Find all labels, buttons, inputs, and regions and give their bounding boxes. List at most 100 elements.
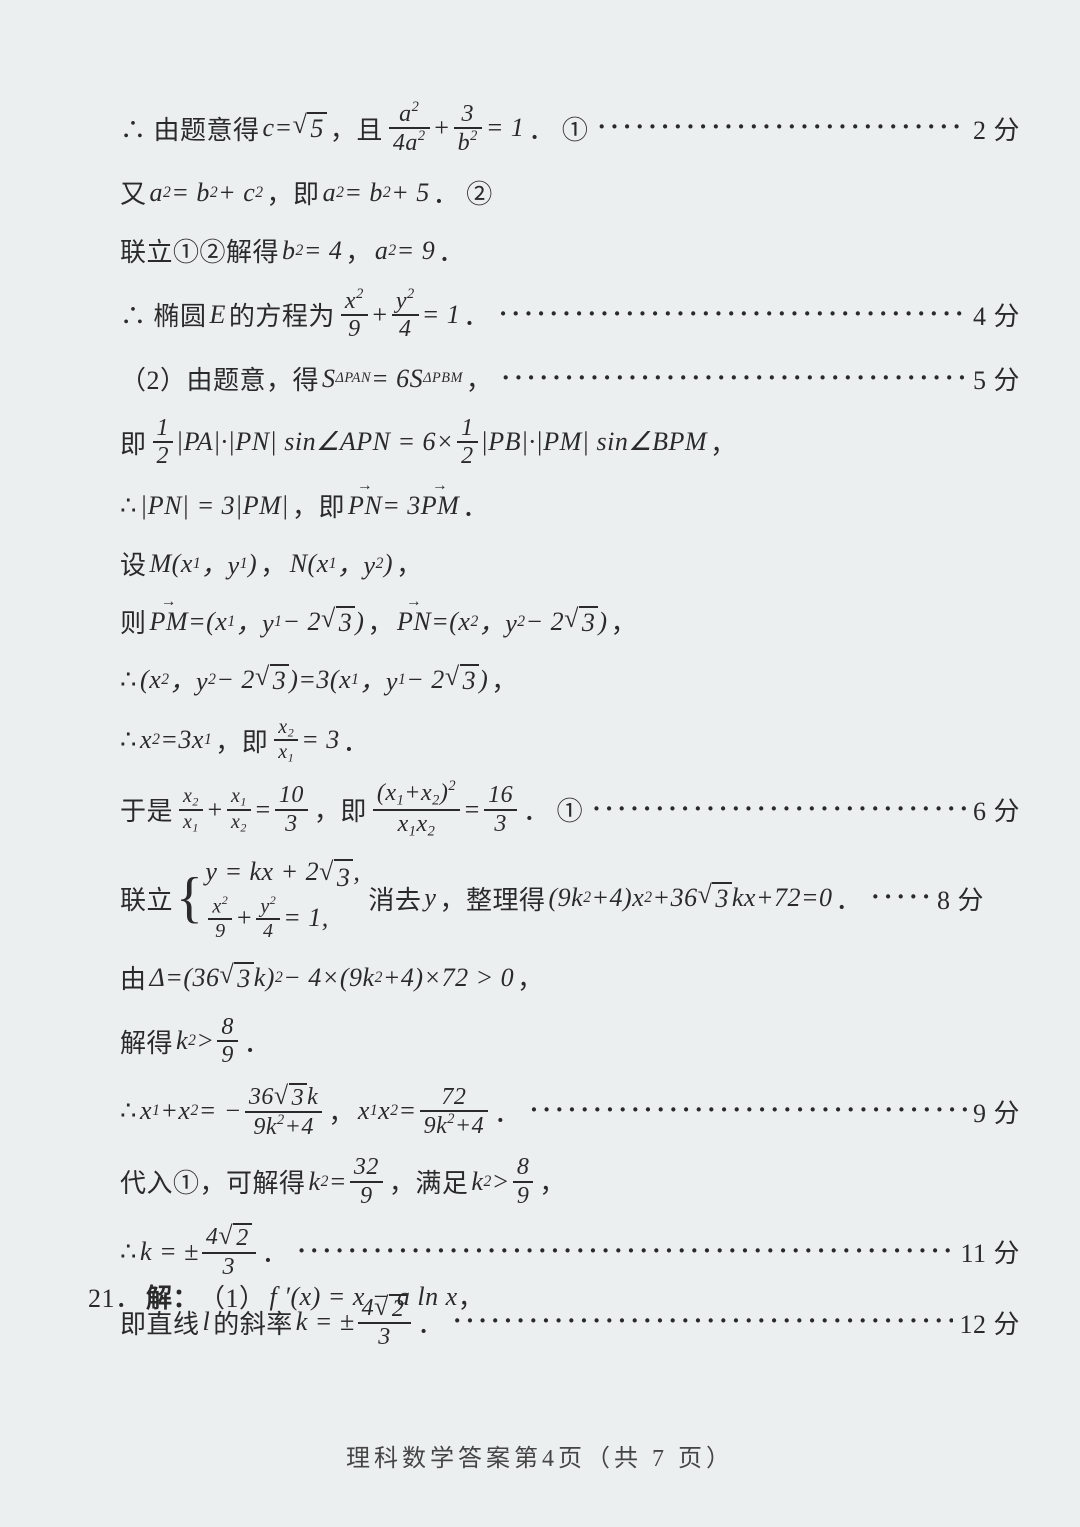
math: x2x1= 3 bbox=[271, 716, 339, 766]
text: ， bbox=[260, 545, 287, 582]
line-16: ∴ x1+x2 = −36√3k9k2+4 ， x1x2 = 729k2+4 ．… bbox=[120, 1083, 1020, 1141]
text: ∴ bbox=[120, 725, 137, 755]
math: PN = 3PM bbox=[348, 491, 459, 521]
dot-leader bbox=[530, 1101, 967, 1121]
text: ． ② bbox=[433, 174, 493, 211]
math: E bbox=[210, 300, 226, 330]
text: 代入①，可解得 bbox=[120, 1163, 306, 1200]
text: ， bbox=[539, 1163, 566, 1200]
line-10: ∴ (x2，y2− 2√3 )=3(x1，y1− 2√3 ) ， bbox=[120, 658, 1020, 702]
dot-leader bbox=[499, 305, 967, 325]
math: M(x1，y1) bbox=[150, 545, 258, 582]
math: a2 = 9 bbox=[375, 236, 435, 266]
text: 联立 bbox=[120, 880, 173, 917]
score: 9 分 bbox=[973, 1093, 1020, 1130]
math: x2=3x1 bbox=[140, 725, 212, 755]
page-body: ∴ 由题意得 c=√5 ，且 a24a2+ 3b2= 1 ． ① 2 分 又 a… bbox=[120, 100, 1020, 1365]
math: (9k2+4)x2+36√3kx+72=0 bbox=[548, 882, 832, 914]
text: ，即 bbox=[215, 722, 268, 759]
text: ． bbox=[438, 232, 465, 269]
text: ， bbox=[466, 360, 493, 397]
text: ， bbox=[328, 1093, 355, 1130]
line-12: 于是 x2x1+ x1x2= 103 ，即 (x1+x2)2x1x2= 163 … bbox=[120, 779, 1020, 840]
text: ， bbox=[517, 959, 544, 996]
line-2: 又 a2 = b2 + c2 ，即 a2 = b2 + 5 ． ② bbox=[120, 171, 1020, 215]
q21-number: 21． bbox=[88, 1278, 142, 1315]
line-11: ∴ x2=3x1 ，即 x2x1= 3 ． bbox=[120, 716, 1020, 766]
line-8: 设 M(x1，y1) ， N(x1，y2) ， bbox=[120, 542, 1020, 586]
math: Δ=(36√3k)2 − 4×(9k2+4)×72 > 0 bbox=[150, 962, 515, 994]
dot-leader bbox=[453, 1312, 954, 1332]
dot-leader bbox=[501, 369, 967, 389]
text: ，即 bbox=[314, 791, 367, 828]
math: PN =(x2，y2− 2√3 ) bbox=[397, 603, 608, 640]
score: 12 分 bbox=[959, 1304, 1020, 1341]
line-7: ∴ |PN| = 3|PM| ，即 PN = 3PM ． bbox=[120, 484, 1020, 528]
dot-leader bbox=[297, 1242, 954, 1262]
score: 2 分 bbox=[973, 110, 1020, 147]
text: 设 bbox=[120, 545, 147, 582]
math-system: y = kx + 2√3, x29+y24= 1, bbox=[205, 855, 360, 942]
line-3: 联立①②解得 b2 = 4 ， a2 = 9 ． bbox=[120, 229, 1020, 273]
text: ． bbox=[836, 880, 863, 917]
question-21: 21． 解： （1） f ′(x) = x − a ln x ， bbox=[0, 1278, 484, 1315]
math: k2 = 329 bbox=[309, 1154, 386, 1209]
score: 8 分 bbox=[937, 880, 984, 917]
math: (x2，y2− 2√3 )=3(x1，y1− 2√3 ) bbox=[140, 661, 488, 698]
math: c=√5 bbox=[263, 112, 327, 144]
math-frac: a24a2+ 3b2= 1 bbox=[386, 100, 526, 157]
math: |PN| = 3|PM| bbox=[140, 491, 289, 521]
math: 12|PA|·|PN| sin∠APN = 6× 12|PB|·|PM| sin… bbox=[150, 415, 708, 470]
score: 6 分 bbox=[973, 791, 1020, 828]
line-1: ∴ 由题意得 c=√5 ，且 a24a2+ 3b2= 1 ． ① 2 分 bbox=[120, 100, 1020, 157]
text: ． bbox=[462, 487, 489, 524]
line-14: 由 Δ=(36√3k)2 − 4×(9k2+4)×72 > 0 ， bbox=[120, 956, 1020, 1000]
text: ， bbox=[396, 545, 423, 582]
text: ． bbox=[463, 296, 490, 333]
text: ， bbox=[458, 1278, 485, 1315]
line-15: 解得 k2 > 89 ． bbox=[120, 1014, 1020, 1069]
text: ，满足 bbox=[389, 1163, 469, 1200]
text: ，即 bbox=[267, 174, 320, 211]
text: ， bbox=[491, 661, 518, 698]
score: 11 分 bbox=[960, 1233, 1020, 1270]
text: 由 bbox=[120, 959, 147, 996]
math: a2 = b2 + 5 bbox=[323, 178, 430, 208]
dot-leader bbox=[592, 800, 967, 820]
text: ，整理得 bbox=[439, 880, 545, 917]
math: x2x1+ x1x2= 103 bbox=[176, 782, 311, 837]
dot-leader bbox=[871, 888, 931, 908]
math: k2 > 89 bbox=[471, 1154, 536, 1209]
text: ∴ bbox=[120, 491, 137, 521]
text: ， bbox=[611, 603, 638, 640]
math: SΔPAN = 6SΔPBM bbox=[322, 364, 463, 394]
math: N(x1，y2) bbox=[290, 545, 393, 582]
score: 4 分 bbox=[973, 296, 1020, 333]
line-5: （2）由题意，得 SΔPAN = 6SΔPBM ， 5 分 bbox=[120, 357, 1020, 401]
q21-part: （1） bbox=[199, 1278, 266, 1315]
math: PM =(x1，y1− 2√3 ) bbox=[150, 603, 365, 640]
text: 解得 bbox=[120, 1023, 173, 1060]
text: ． bbox=[262, 1233, 289, 1270]
line-6: 即 12|PA|·|PN| sin∠APN = 6× 12|PB|·|PM| s… bbox=[120, 415, 1020, 470]
text: ． ① bbox=[523, 791, 583, 828]
math: k = ± 4√23 bbox=[140, 1223, 259, 1280]
text: ． bbox=[494, 1093, 521, 1130]
text: ∴ 椭圆 bbox=[120, 296, 207, 333]
math-frac: x29+ y24= 1 bbox=[338, 287, 460, 343]
text: 的方程为 bbox=[229, 296, 335, 333]
text: ∴ bbox=[120, 665, 137, 695]
math: (x1+x2)2x1x2= 163 bbox=[370, 779, 520, 840]
text: 则 bbox=[120, 603, 147, 640]
math: x1+x2 = −36√3k9k2+4 bbox=[140, 1083, 325, 1141]
text: ． ① bbox=[528, 110, 588, 147]
math: f ′(x) = x − a ln x bbox=[270, 1282, 458, 1312]
math: y bbox=[424, 883, 436, 913]
line-9: 则 PM =(x1，y1− 2√3 ) ， PN =(x2，y2− 2√3 ) … bbox=[120, 600, 1020, 644]
text: （2）由题意，得 bbox=[120, 360, 319, 397]
line-4: ∴ 椭圆 E 的方程为 x29+ y24= 1 ． 4 分 bbox=[120, 287, 1020, 343]
text: 联立①②解得 bbox=[120, 232, 279, 269]
text: ， bbox=[710, 424, 737, 461]
text: ，且 bbox=[330, 110, 383, 147]
math: b2 = 4 bbox=[282, 236, 342, 266]
